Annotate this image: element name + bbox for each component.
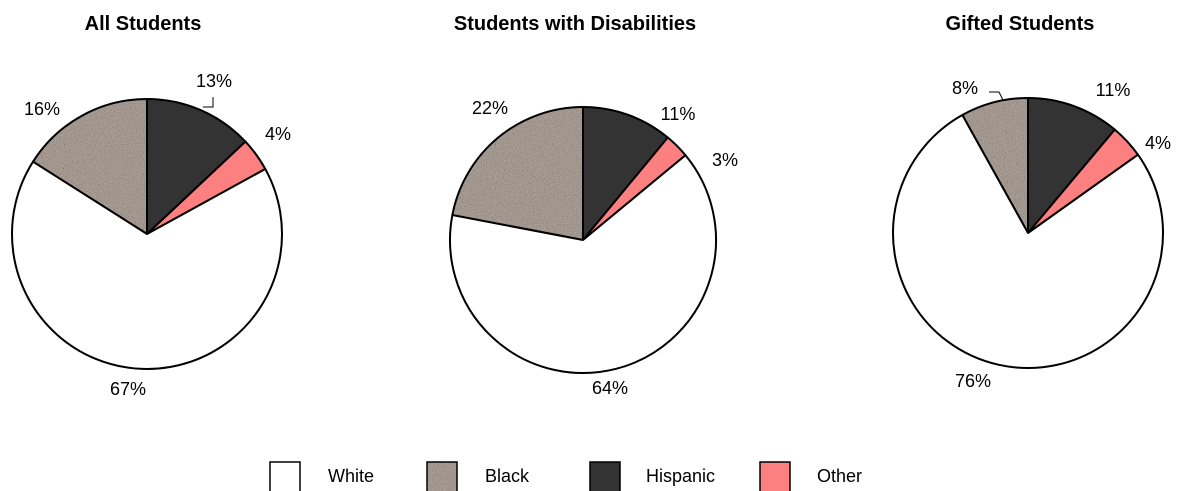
pie-slice-hispanic [582,106,669,241]
pie-slice-hispanic [146,98,247,235]
pie-label-black: 22% [472,98,508,118]
pie-all-students: All Students 67% 16% 13% 4% [11,13,291,399]
pie-label-black: 8% [952,78,978,98]
pie-label-hispanic: 11% [1096,80,1131,100]
pie-label-hispanic: 11% [661,104,696,124]
label-leader-line [203,97,214,108]
label-leader-line [989,91,1004,101]
pie-slice-white [892,114,1164,369]
pie-slice-white [11,160,283,370]
pie-slice-white [449,154,717,374]
pie-label-other: 3% [712,150,738,170]
pie-label-other: 4% [1145,133,1171,153]
legend-swatch-other [759,461,791,491]
pie-slice-black [32,98,148,235]
pie-title: All Students [85,13,202,35]
legend-label-white: White [328,466,374,486]
pie-slice-black [451,106,584,241]
legend-label-other: Other [817,466,862,486]
pie-label-other: 4% [265,124,291,144]
pie-slice-hispanic [1027,97,1116,234]
legend-swatch-white [269,461,301,491]
pie-label-white: 67% [110,379,146,399]
pie-title: Students with Disabilities [454,13,696,35]
pie-label-hispanic: 13% [196,71,232,91]
pie-students-with-disabilities: Students with Disabilities 64% 22% 11% 3% [449,13,738,398]
pie-gifted-students: Gifted Students 76% 8% 11% 4% [892,13,1171,391]
legend-swatch-black [426,461,458,491]
legend-label-black: Black [485,466,530,486]
legend: White Black Hispanic Other [269,461,862,491]
legend-swatch-hispanic [589,461,621,491]
legend-label-hispanic: Hispanic [646,466,715,486]
pie-label-white: 64% [592,378,628,398]
pie-label-white: 76% [955,371,991,391]
pie-title: Gifted Students [946,13,1095,35]
pie-label-black: 16% [24,99,60,119]
